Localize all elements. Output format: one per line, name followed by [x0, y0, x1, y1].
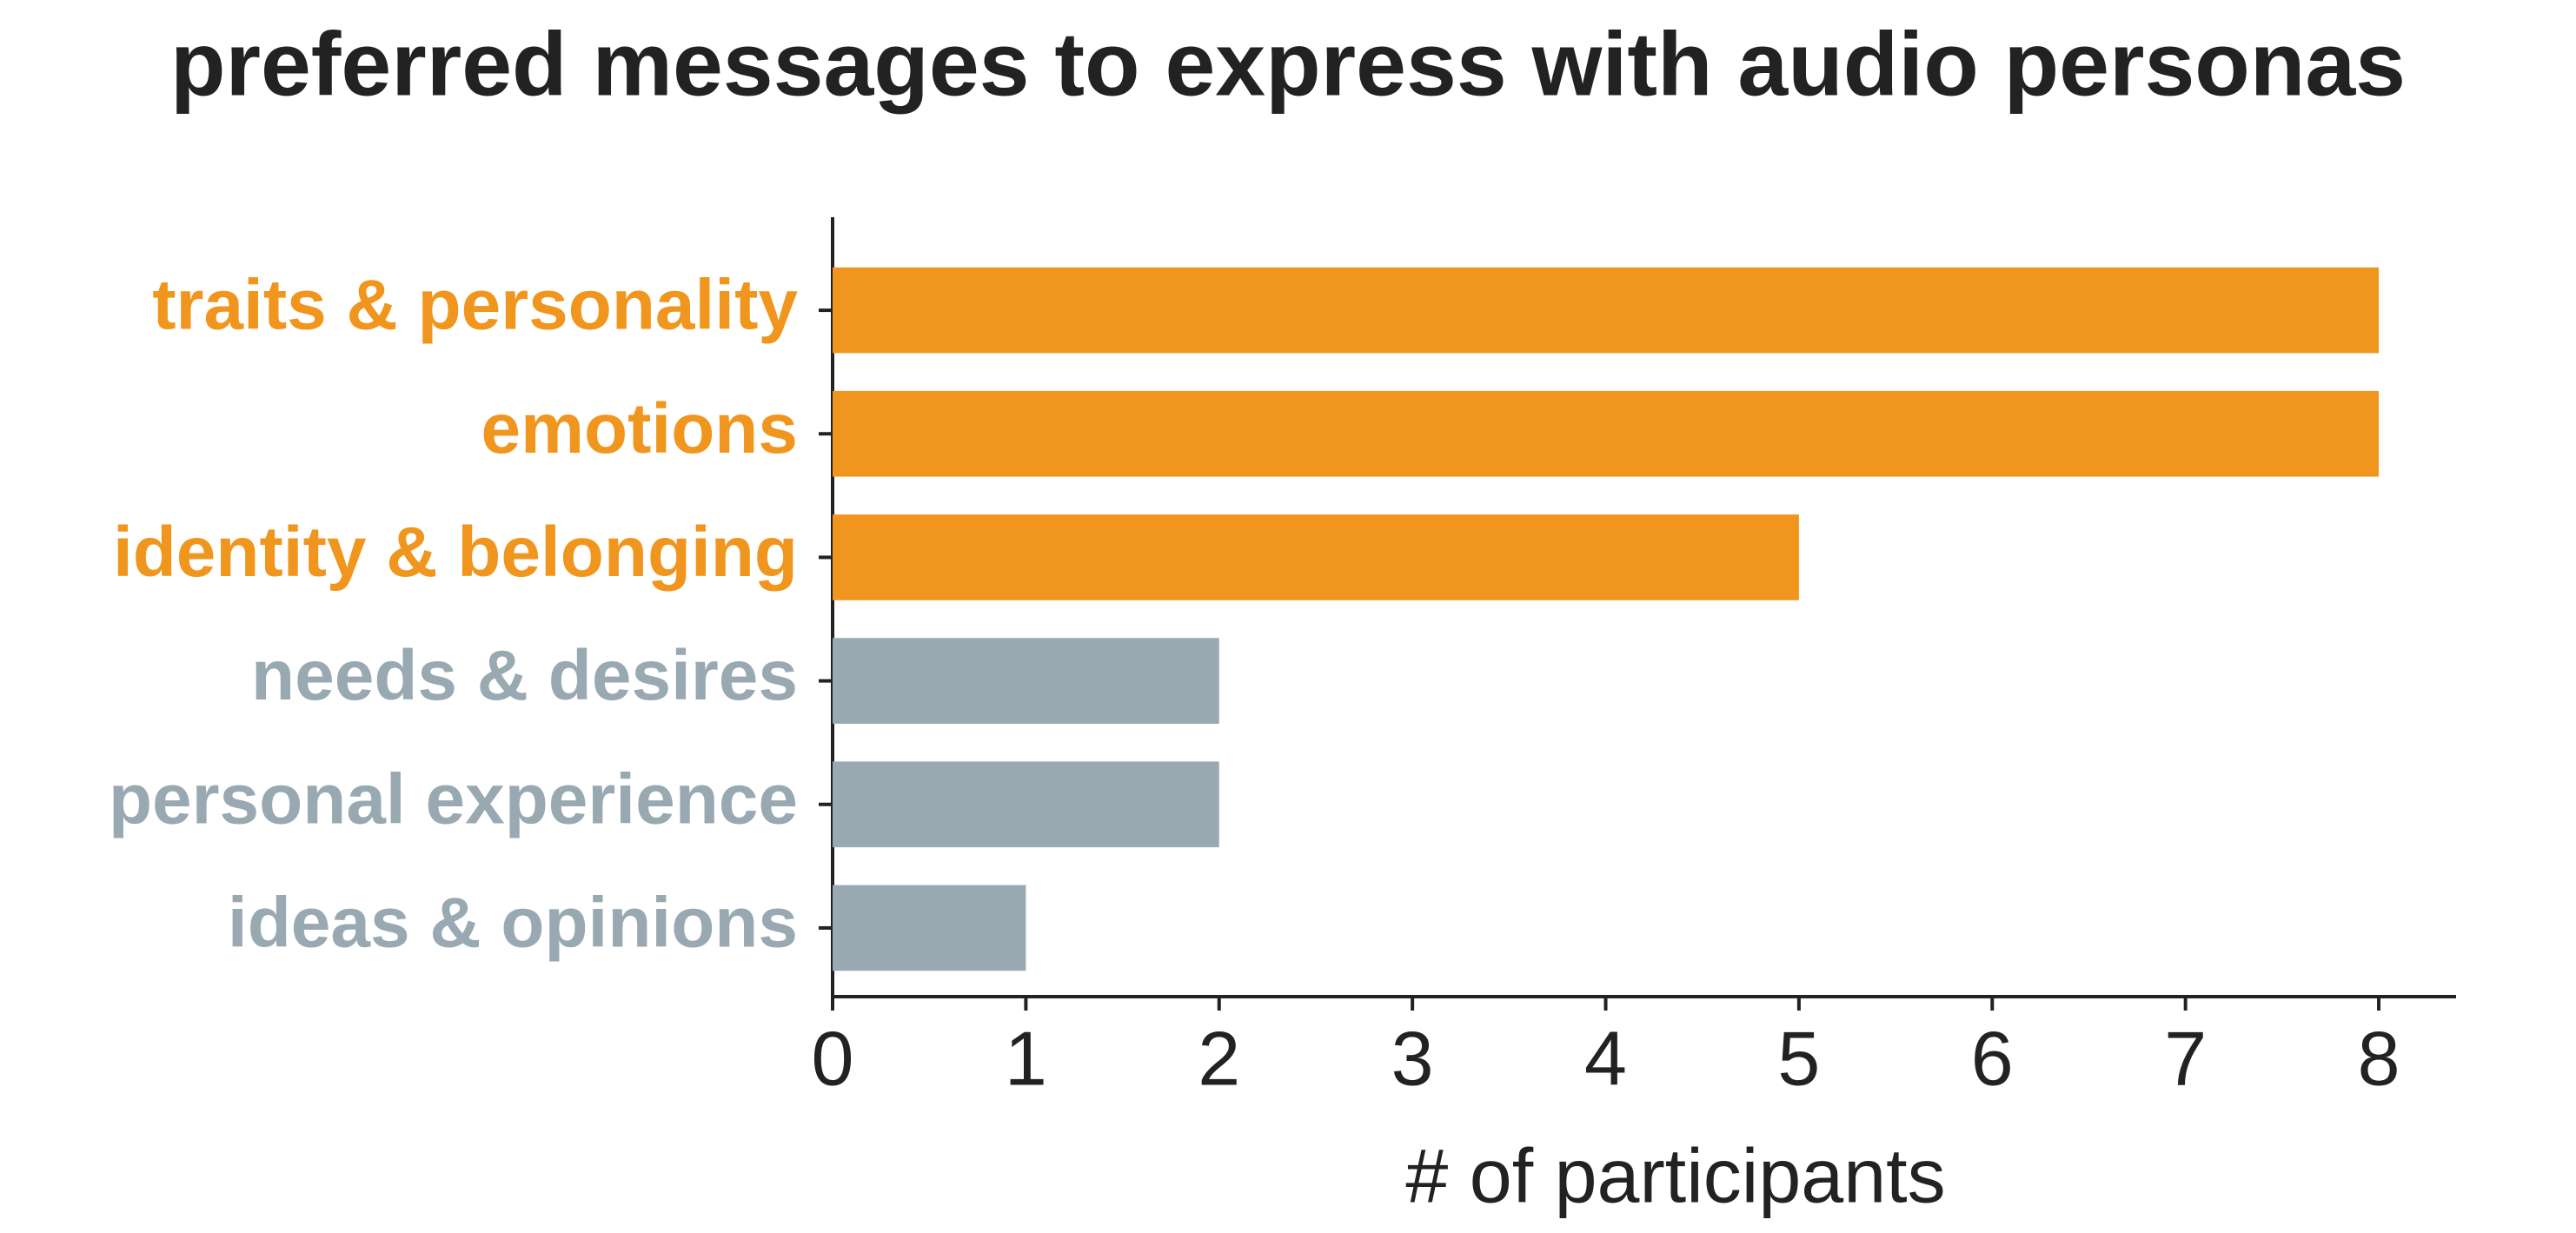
x-tick-label: 0	[812, 1015, 854, 1101]
bar	[833, 267, 2380, 354]
x-tick-label: 7	[2164, 1015, 2207, 1101]
x-tick-label: 6	[1971, 1015, 2014, 1101]
y-tick-label: ideas & opinions	[228, 884, 798, 963]
bar	[833, 514, 1799, 600]
y-tick-label: personal experience	[109, 759, 798, 839]
y-tick-label: needs & desires	[251, 636, 798, 715]
x-tick-label: 8	[2358, 1015, 2400, 1101]
x-tick-label: 4	[1584, 1015, 1627, 1101]
x-axis-label: # of participants	[1405, 1132, 1945, 1218]
bar	[833, 390, 2380, 477]
x-tick-label: 2	[1198, 1015, 1240, 1101]
y-tick-label: emotions	[481, 389, 798, 468]
bar	[833, 638, 1219, 724]
bar	[833, 885, 1026, 971]
chart-title: preferred messages to express with audio…	[170, 14, 2406, 115]
y-tick-label: identity & belonging	[113, 513, 798, 592]
y-tick-label: traits & personality	[152, 266, 798, 345]
x-tick-label: 1	[1005, 1015, 1047, 1101]
x-tick-label: 5	[1777, 1015, 1820, 1101]
x-tick-label: 3	[1391, 1015, 1434, 1101]
bar	[833, 761, 1219, 848]
